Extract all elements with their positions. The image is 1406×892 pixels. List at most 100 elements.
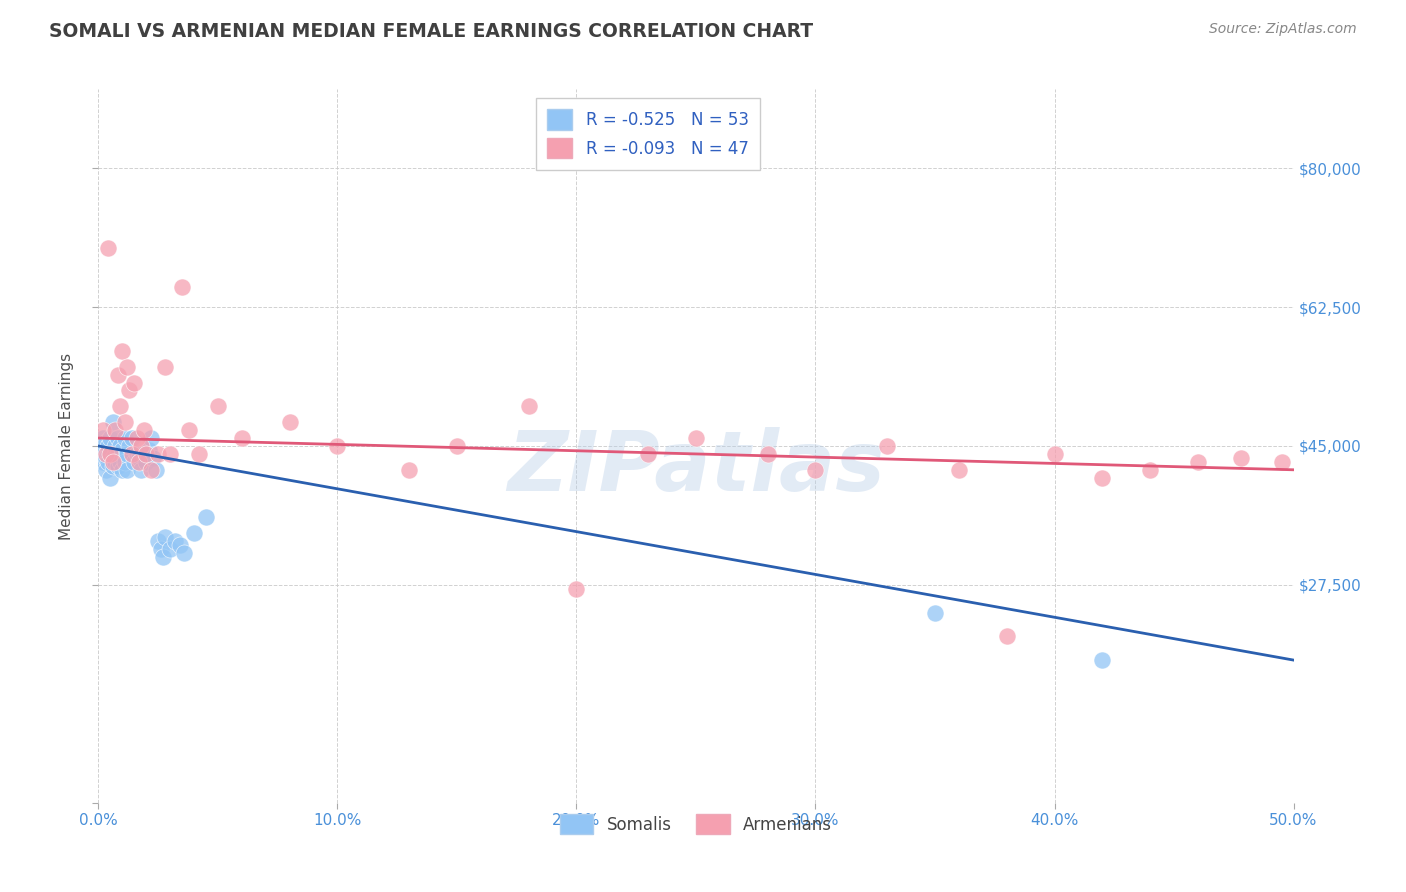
Point [128, 455, 150, 469]
Point [94, 435, 117, 450]
Point [111, 343, 134, 358]
Point [124, 455, 146, 469]
Point [155, 530, 177, 544]
Point [104, 455, 127, 469]
Point [163, 534, 186, 549]
Point [97, 455, 120, 469]
Point [326, 439, 349, 453]
Point [115, 359, 138, 374]
Point [94, 463, 117, 477]
Point [124, 376, 146, 390]
Point [97, 447, 120, 461]
Point [183, 526, 205, 541]
Point [207, 400, 229, 414]
Point [145, 463, 167, 477]
Point [517, 400, 540, 414]
Point [91, 455, 114, 469]
Point [1091, 653, 1114, 667]
Point [111, 463, 134, 477]
Point [107, 431, 129, 445]
Point [98, 471, 122, 485]
Point [948, 463, 970, 477]
Point [98, 431, 122, 445]
Point [132, 447, 155, 461]
Point [398, 463, 420, 477]
Point [1187, 455, 1209, 469]
Point [97, 439, 120, 453]
Point [108, 400, 131, 414]
Point [131, 463, 153, 477]
Point [121, 431, 143, 445]
Point [1043, 447, 1066, 461]
Text: ZIPatlas: ZIPatlas [508, 427, 884, 508]
Point [195, 510, 218, 524]
Point [114, 431, 136, 445]
Point [97, 241, 120, 255]
Point [756, 447, 779, 461]
Point [685, 431, 707, 445]
Point [1139, 463, 1161, 477]
Point [114, 415, 136, 429]
Point [101, 458, 124, 473]
Point [98, 447, 122, 461]
Point [121, 447, 143, 461]
Point [278, 415, 301, 429]
Point [159, 542, 181, 557]
Point [876, 439, 898, 453]
Point [90, 447, 112, 461]
Point [173, 546, 195, 560]
Point [101, 415, 124, 429]
Point [148, 447, 170, 461]
Point [101, 450, 124, 465]
Point [172, 280, 194, 294]
Point [118, 384, 141, 398]
Point [118, 439, 141, 453]
Point [565, 582, 588, 596]
Point [995, 629, 1018, 643]
Point [108, 439, 131, 453]
Point [1091, 471, 1114, 485]
Y-axis label: Median Female Earnings: Median Female Earnings [59, 352, 75, 540]
Point [104, 447, 127, 461]
Point [1230, 450, 1253, 465]
Point [135, 447, 157, 461]
Legend: Somalis, Armenians: Somalis, Armenians [553, 807, 839, 841]
Point [131, 439, 153, 453]
Point [91, 431, 114, 445]
Point [115, 447, 138, 461]
Text: Source: ZipAtlas.com: Source: ZipAtlas.com [1209, 22, 1357, 37]
Point [139, 463, 162, 477]
Point [135, 455, 157, 469]
Point [111, 442, 134, 457]
Point [637, 447, 659, 461]
Point [94, 450, 117, 465]
Point [187, 447, 209, 461]
Point [91, 423, 114, 437]
Point [94, 447, 117, 461]
Point [125, 447, 148, 461]
Point [179, 423, 201, 437]
Point [231, 431, 253, 445]
Text: SOMALI VS ARMENIAN MEDIAN FEMALE EARNINGS CORRELATION CHART: SOMALI VS ARMENIAN MEDIAN FEMALE EARNING… [49, 22, 813, 41]
Point [139, 431, 162, 445]
Point [107, 458, 129, 473]
Point [132, 423, 155, 437]
Point [155, 359, 177, 374]
Point [104, 439, 127, 453]
Point [1271, 455, 1294, 469]
Point [108, 455, 131, 469]
Point [98, 447, 122, 461]
Point [115, 463, 138, 477]
Point [148, 534, 170, 549]
Point [159, 447, 181, 461]
Point [924, 606, 946, 620]
Point [107, 368, 129, 382]
Point [169, 538, 191, 552]
Point [101, 455, 124, 469]
Point [128, 450, 150, 465]
Point [804, 463, 827, 477]
Point [446, 439, 468, 453]
Point [152, 549, 174, 564]
Point [114, 455, 136, 469]
Point [104, 423, 127, 437]
